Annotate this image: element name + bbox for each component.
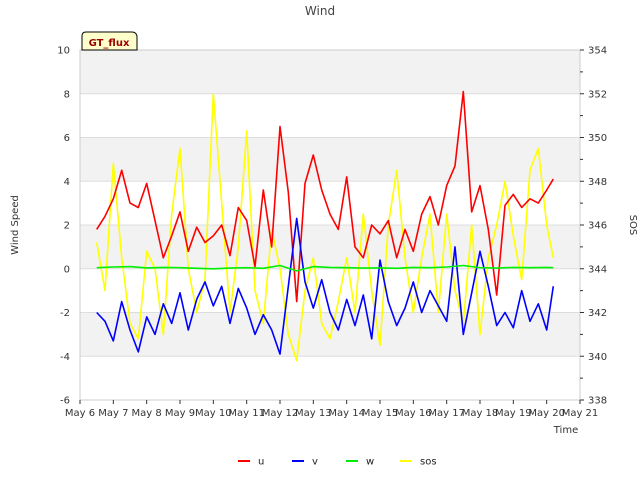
series-lines [95, 90, 555, 362]
y-tick-label: -4 [60, 352, 70, 363]
y2-tick-label: 350 [588, 133, 607, 144]
x-tick-label: May 16 [395, 408, 432, 419]
tag-label: GT_flux [89, 38, 130, 49]
series-line-v [96, 217, 555, 355]
x-tick-label: May 13 [295, 408, 332, 419]
x-tick-label: May 17 [428, 408, 465, 419]
y2-tick-label: 344 [588, 264, 607, 275]
legend-label-sos: sos [420, 457, 437, 468]
background-band [80, 50, 580, 94]
legend-label-v: v [312, 457, 318, 468]
y2-axis-title: SOS [627, 215, 638, 236]
x-tick-label: May 20 [528, 408, 565, 419]
y2-tick-label: 338 [588, 396, 607, 407]
y-tick-label: 4 [64, 177, 70, 188]
y2-tick-label: 346 [588, 221, 607, 232]
y2-tick-label: 340 [588, 352, 607, 363]
background-band [80, 181, 580, 225]
y2-tick-label: 354 [588, 46, 607, 57]
y-tick-label: 10 [57, 46, 70, 57]
x-tick-label: May 14 [328, 408, 365, 419]
background-band [80, 268, 580, 313]
x-tick-label: May 8 [132, 408, 162, 419]
y2-tick-label: 348 [588, 177, 607, 188]
legend: u v w sos [238, 457, 437, 468]
x-tick-label: May 19 [495, 408, 532, 419]
x-tick-label: May 21 [562, 408, 599, 419]
background-band [80, 225, 580, 269]
y-tick-label: 8 [64, 89, 70, 100]
x-axis-title: Time [553, 425, 578, 436]
y-tick-label: 6 [64, 133, 70, 144]
plot-background [80, 50, 580, 400]
x-tick-label: May 18 [462, 408, 499, 419]
background-band [80, 356, 580, 400]
y2-tick-label: 352 [588, 89, 607, 100]
right-axis: 338 340 342 344 346 348 350 352 354 [580, 46, 607, 407]
x-tick-label: May 11 [228, 408, 265, 419]
chart-title: Wind [305, 4, 335, 18]
x-tick-label: May 9 [165, 408, 195, 419]
y2-tick-label: 342 [588, 308, 607, 319]
y-tick-label: -2 [60, 308, 70, 319]
x-tick-label: May 7 [98, 408, 128, 419]
legend-label-u: u [258, 457, 264, 468]
series-line-u [96, 90, 554, 303]
x-tick-label: May 12 [262, 408, 299, 419]
y-axis-title: Wind Speed [10, 195, 21, 255]
y-tick-label: -6 [60, 396, 70, 407]
y-tick-label: 0 [64, 264, 70, 275]
background-band [80, 137, 580, 182]
y-tick-label: 2 [64, 221, 70, 232]
background-band [80, 93, 580, 138]
tag-badge-shape [81, 31, 138, 51]
tag-badge: GT_flux [81, 31, 138, 51]
x-tick-label: May 10 [195, 408, 232, 419]
legend-label-w: w [366, 457, 374, 468]
series-line-w [96, 264, 554, 272]
left-axis: -6 -4 -2 0 2 4 6 8 10 [57, 46, 70, 407]
x-tick-label: May 6 [65, 408, 95, 419]
x-tick-label: May 15 [362, 408, 399, 419]
series-line-sos [95, 93, 555, 362]
